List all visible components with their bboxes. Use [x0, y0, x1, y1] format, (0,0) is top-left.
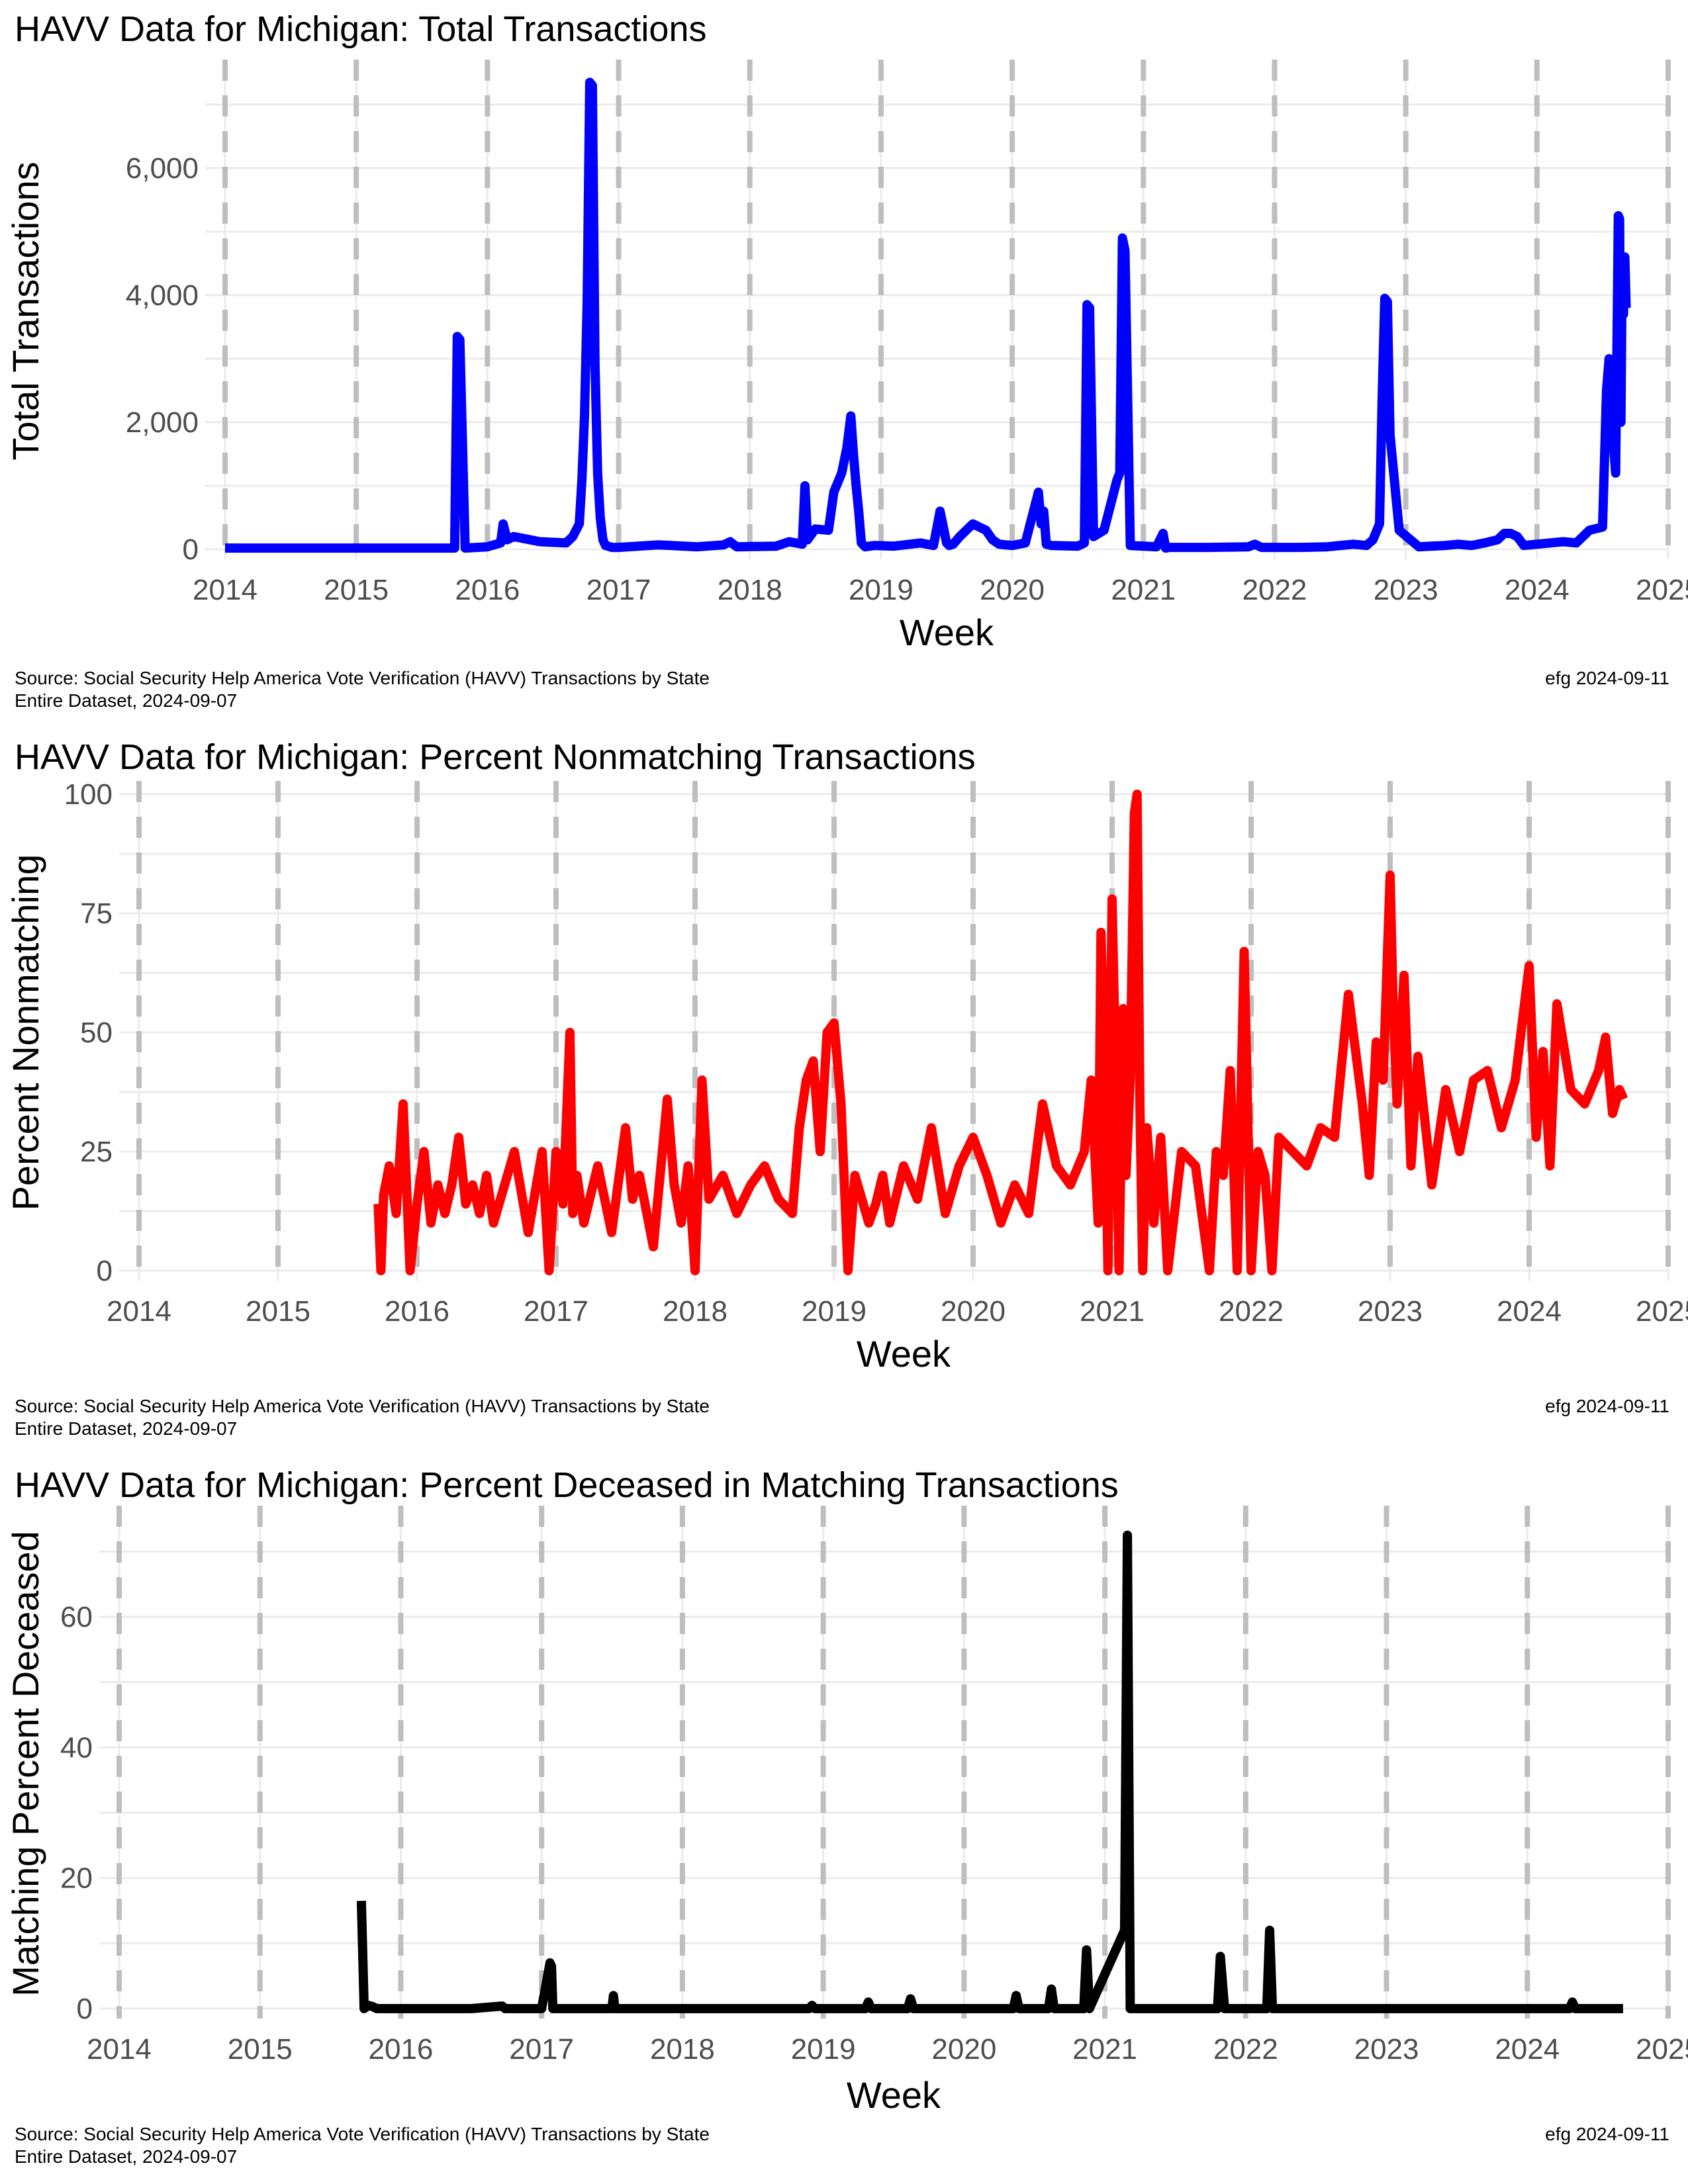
x-tick-label: 2020: [941, 1295, 1006, 1328]
y-tick-label: 40: [60, 1731, 93, 1764]
y-tick-label: 0: [77, 1993, 93, 2025]
y-tick-label: 100: [64, 778, 113, 811]
caption-author: efg 2024-09-11: [1545, 2124, 1669, 2144]
y-tick-label: 20: [60, 1862, 93, 1895]
y-tick-label: 75: [80, 897, 113, 930]
x-tick-label: 2017: [586, 574, 651, 606]
x-tick-label: 2024: [1497, 1295, 1562, 1328]
caption-source: Source: Social Security Help America Vot…: [15, 1396, 710, 1416]
caption-source: Source: Social Security Help America Vot…: [15, 2124, 710, 2144]
x-tick-label: 2022: [1219, 1295, 1284, 1328]
y-tick-label: 50: [80, 1017, 113, 1049]
x-tick-label: 2019: [849, 574, 914, 606]
chart-percent-deceased: HAVV Data for Michigan: Percent Deceased…: [5, 1465, 1688, 2167]
chart-panel-total: HAVV Data for Michigan: Total Transactio…: [0, 0, 1688, 728]
y-tick-label: 25: [80, 1136, 113, 1168]
x-tick-label: 2015: [324, 574, 389, 606]
y-tick-label: 0: [183, 533, 199, 566]
x-tick-label: 2023: [1374, 574, 1438, 606]
caption-source: Source: Social Security Help America Vot…: [15, 668, 710, 688]
y-tick-label: 4,000: [126, 279, 199, 312]
x-tick-label: 2023: [1358, 1295, 1423, 1328]
x-tick-label: 2024: [1505, 574, 1570, 606]
caption-dataset: Entire Dataset, 2024-09-07: [15, 1418, 237, 1439]
x-tick-label: 2016: [369, 2033, 434, 2066]
x-tick-label: 2025: [1636, 1295, 1688, 1328]
x-tick-label: 2021: [1080, 1295, 1145, 1328]
x-tick-label: 2023: [1354, 2033, 1419, 2066]
x-tick-label: 2018: [718, 574, 782, 606]
x-tick-label: 2019: [791, 2033, 856, 2066]
x-tick-label: 2025: [1636, 574, 1688, 606]
x-tick-label: 2021: [1111, 574, 1176, 606]
chart-title: HAVV Data for Michigan: Percent Deceased…: [15, 1465, 1119, 1505]
data-series-line: [373, 790, 1628, 1275]
x-tick-label: 2022: [1243, 574, 1307, 606]
x-tick-label: 2014: [87, 2033, 152, 2066]
chart-total-transactions: HAVV Data for Michigan: Total Transactio…: [5, 9, 1688, 711]
x-axis-title: Week: [847, 2074, 941, 2116]
x-axis-title: Week: [900, 612, 994, 653]
x-tick-label: 2017: [524, 1295, 588, 1328]
chart-percent-nonmatching: HAVV Data for Michigan: Percent Nonmatch…: [5, 737, 1688, 1439]
x-tick-label: 2020: [931, 2033, 996, 2066]
x-tick-label: 2016: [385, 1295, 449, 1328]
caption-author: efg 2024-09-11: [1545, 668, 1669, 688]
x-tick-label: 2015: [228, 2033, 293, 2066]
x-tick-label: 2020: [980, 574, 1045, 606]
y-tick-label: 6,000: [126, 152, 199, 185]
data-series-line: [225, 77, 1631, 553]
x-tick-label: 2025: [1636, 2033, 1688, 2066]
y-tick-label: 2,000: [126, 406, 199, 439]
x-tick-label: 2024: [1495, 2033, 1560, 2066]
chart-title: HAVV Data for Michigan: Percent Nonmatch…: [15, 737, 976, 777]
y-tick-label: 0: [97, 1255, 113, 1287]
x-tick-label: 2018: [650, 2033, 715, 2066]
data-series-line: [356, 1530, 1623, 2013]
x-tick-label: 2019: [802, 1295, 867, 1328]
y-axis-title: Matching Percent Deceased: [5, 1531, 46, 1997]
x-tick-label: 2022: [1213, 2033, 1278, 2066]
x-tick-label: 2018: [663, 1295, 727, 1328]
y-axis-title: Percent Nonmatching: [5, 854, 46, 1211]
caption-author: efg 2024-09-11: [1545, 1396, 1669, 1416]
x-tick-label: 2015: [246, 1295, 310, 1328]
x-tick-label: 2017: [509, 2033, 574, 2066]
x-tick-label: 2016: [455, 574, 520, 606]
x-tick-label: 2014: [193, 574, 258, 606]
chart-panel-nonmatching: HAVV Data for Michigan: Percent Nonmatch…: [0, 728, 1688, 1456]
x-axis-title: Week: [857, 1333, 951, 1375]
caption-dataset: Entire Dataset, 2024-09-07: [15, 2146, 237, 2167]
x-tick-label: 2014: [107, 1295, 171, 1328]
caption-dataset: Entire Dataset, 2024-09-07: [15, 690, 237, 711]
y-axis-title: Total Transactions: [5, 161, 46, 460]
chart-title: HAVV Data for Michigan: Total Transactio…: [15, 9, 707, 49]
x-tick-label: 2021: [1072, 2033, 1137, 2066]
chart-panel-deceased: HAVV Data for Michigan: Percent Deceased…: [0, 1456, 1688, 2184]
y-tick-label: 60: [60, 1601, 93, 1633]
